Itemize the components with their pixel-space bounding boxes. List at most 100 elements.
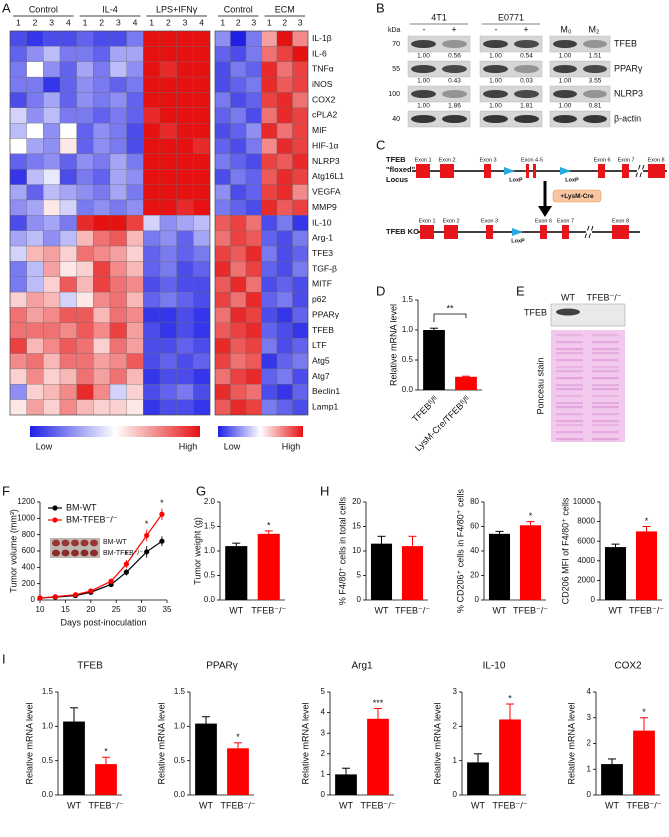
x-tick-label: TFEB⁻/⁻ xyxy=(360,800,395,810)
ko-label: TFEB KO xyxy=(386,227,419,236)
row-label: MITF xyxy=(312,279,332,289)
ponceau-band xyxy=(556,384,583,387)
exon xyxy=(444,225,458,239)
y-tick-label: 0 xyxy=(453,790,458,799)
heatmap-cell xyxy=(276,30,293,47)
heatmap-cell xyxy=(9,123,27,139)
heatmap-cell xyxy=(214,107,231,124)
heatmap-cell xyxy=(109,307,127,323)
heatmap-cell xyxy=(43,307,61,323)
band xyxy=(556,308,580,316)
heatmap-cell xyxy=(193,153,211,170)
heatmap-cell xyxy=(43,338,61,354)
column-label: 1 xyxy=(149,17,154,27)
heatmap-cell xyxy=(176,184,194,201)
heatmap-cell xyxy=(43,230,61,247)
colorbar-label: High xyxy=(282,441,301,451)
heatmap-cell xyxy=(76,153,94,170)
heatmap-cell xyxy=(26,153,44,170)
heatmap-cell xyxy=(76,61,94,78)
bar xyxy=(635,531,658,600)
heatmap-cell xyxy=(26,76,44,93)
y-tick-label: 400 xyxy=(22,562,36,571)
heatmap-cell xyxy=(245,169,262,185)
inset-label: BM-WT xyxy=(103,539,127,546)
significance: * xyxy=(529,511,533,521)
heatmap-cell xyxy=(276,199,293,216)
exon xyxy=(612,225,629,239)
heatmap-cell xyxy=(159,123,177,139)
significance-bracket xyxy=(433,313,467,322)
heatmap-cell xyxy=(214,76,231,93)
heatmap-cell xyxy=(59,138,77,155)
heatmap-cell xyxy=(126,215,144,231)
heatmap-cell xyxy=(109,215,127,231)
heatmap-cell xyxy=(176,338,194,354)
y-tick-label: 0.0 xyxy=(402,385,414,394)
y-tick-label: 5 xyxy=(357,571,362,580)
heatmap-cell xyxy=(214,199,231,216)
column-label: 2 xyxy=(166,17,171,27)
marker xyxy=(123,561,129,567)
heatmap-cell xyxy=(143,322,161,339)
ponceau-band xyxy=(592,348,619,351)
heatmap-cell xyxy=(93,384,111,400)
heatmap-cell xyxy=(245,215,262,231)
heatmap-cell xyxy=(43,30,61,47)
treatment: - xyxy=(495,24,498,34)
exon-label: Exon 3 xyxy=(479,157,496,163)
heatmap-cell xyxy=(93,245,111,262)
heatmap-cell xyxy=(43,261,61,277)
macrophage-type: M₀ xyxy=(560,24,571,34)
row-label: p62 xyxy=(312,294,327,304)
heatmap-cell xyxy=(43,322,61,339)
heatmap-cell xyxy=(126,138,144,155)
heatmap-cell xyxy=(9,322,27,339)
heatmap-cell xyxy=(93,61,111,78)
row-label: COX2 xyxy=(312,94,336,104)
stain-label: Ponceau stain xyxy=(535,357,545,414)
y-tick-label: 2 xyxy=(587,739,592,748)
heatmap-cell xyxy=(193,107,211,124)
heatmap-cell xyxy=(193,230,211,247)
y-tick-label: 10000 xyxy=(573,497,596,506)
chart-title: TFEB xyxy=(77,661,103,672)
band xyxy=(442,115,467,123)
heatmap-cell xyxy=(214,245,231,262)
y-axis-label: CD206 MFI of F4/80⁺ cells xyxy=(560,497,570,604)
heatmap-cell xyxy=(59,230,77,247)
treatment: + xyxy=(523,24,528,34)
column-label: 3 xyxy=(183,17,188,27)
locus-label: Locus xyxy=(386,175,408,184)
heatmap-cell xyxy=(26,322,44,339)
band xyxy=(553,115,577,123)
heatmap-cell xyxy=(214,307,231,323)
heatmap-cell xyxy=(292,199,309,216)
heatmap-cell xyxy=(93,215,111,231)
heatmap-cell xyxy=(159,399,177,416)
heatmap-cell xyxy=(26,307,44,323)
heatmap-cell xyxy=(143,92,161,108)
ponceau-band xyxy=(556,420,583,423)
heatmap-cell xyxy=(76,230,94,247)
heatmap-cell xyxy=(261,30,278,47)
chart-title: COX2 xyxy=(614,661,642,672)
exon xyxy=(486,225,493,239)
y-tick-label: 3 xyxy=(321,728,326,737)
mw-label: 55 xyxy=(392,66,400,73)
heatmap-cell xyxy=(176,169,194,185)
quantification: 1.00 xyxy=(417,53,430,60)
x-tick-label: TFEB⁻/⁻ xyxy=(251,605,286,615)
y-tick-label: 0.5 xyxy=(204,571,216,580)
heatmap-cell xyxy=(261,384,278,400)
panel-label: H xyxy=(320,483,329,498)
treatment: - xyxy=(423,24,426,34)
heatmap-cell xyxy=(193,338,211,354)
band xyxy=(483,115,508,123)
chart-title: PPARγ xyxy=(206,661,238,672)
heatmap-cell xyxy=(126,399,144,416)
heatmap-cell xyxy=(292,384,309,400)
heatmap-cell xyxy=(276,322,293,339)
heatmap-cell xyxy=(76,184,94,201)
band xyxy=(483,40,508,48)
